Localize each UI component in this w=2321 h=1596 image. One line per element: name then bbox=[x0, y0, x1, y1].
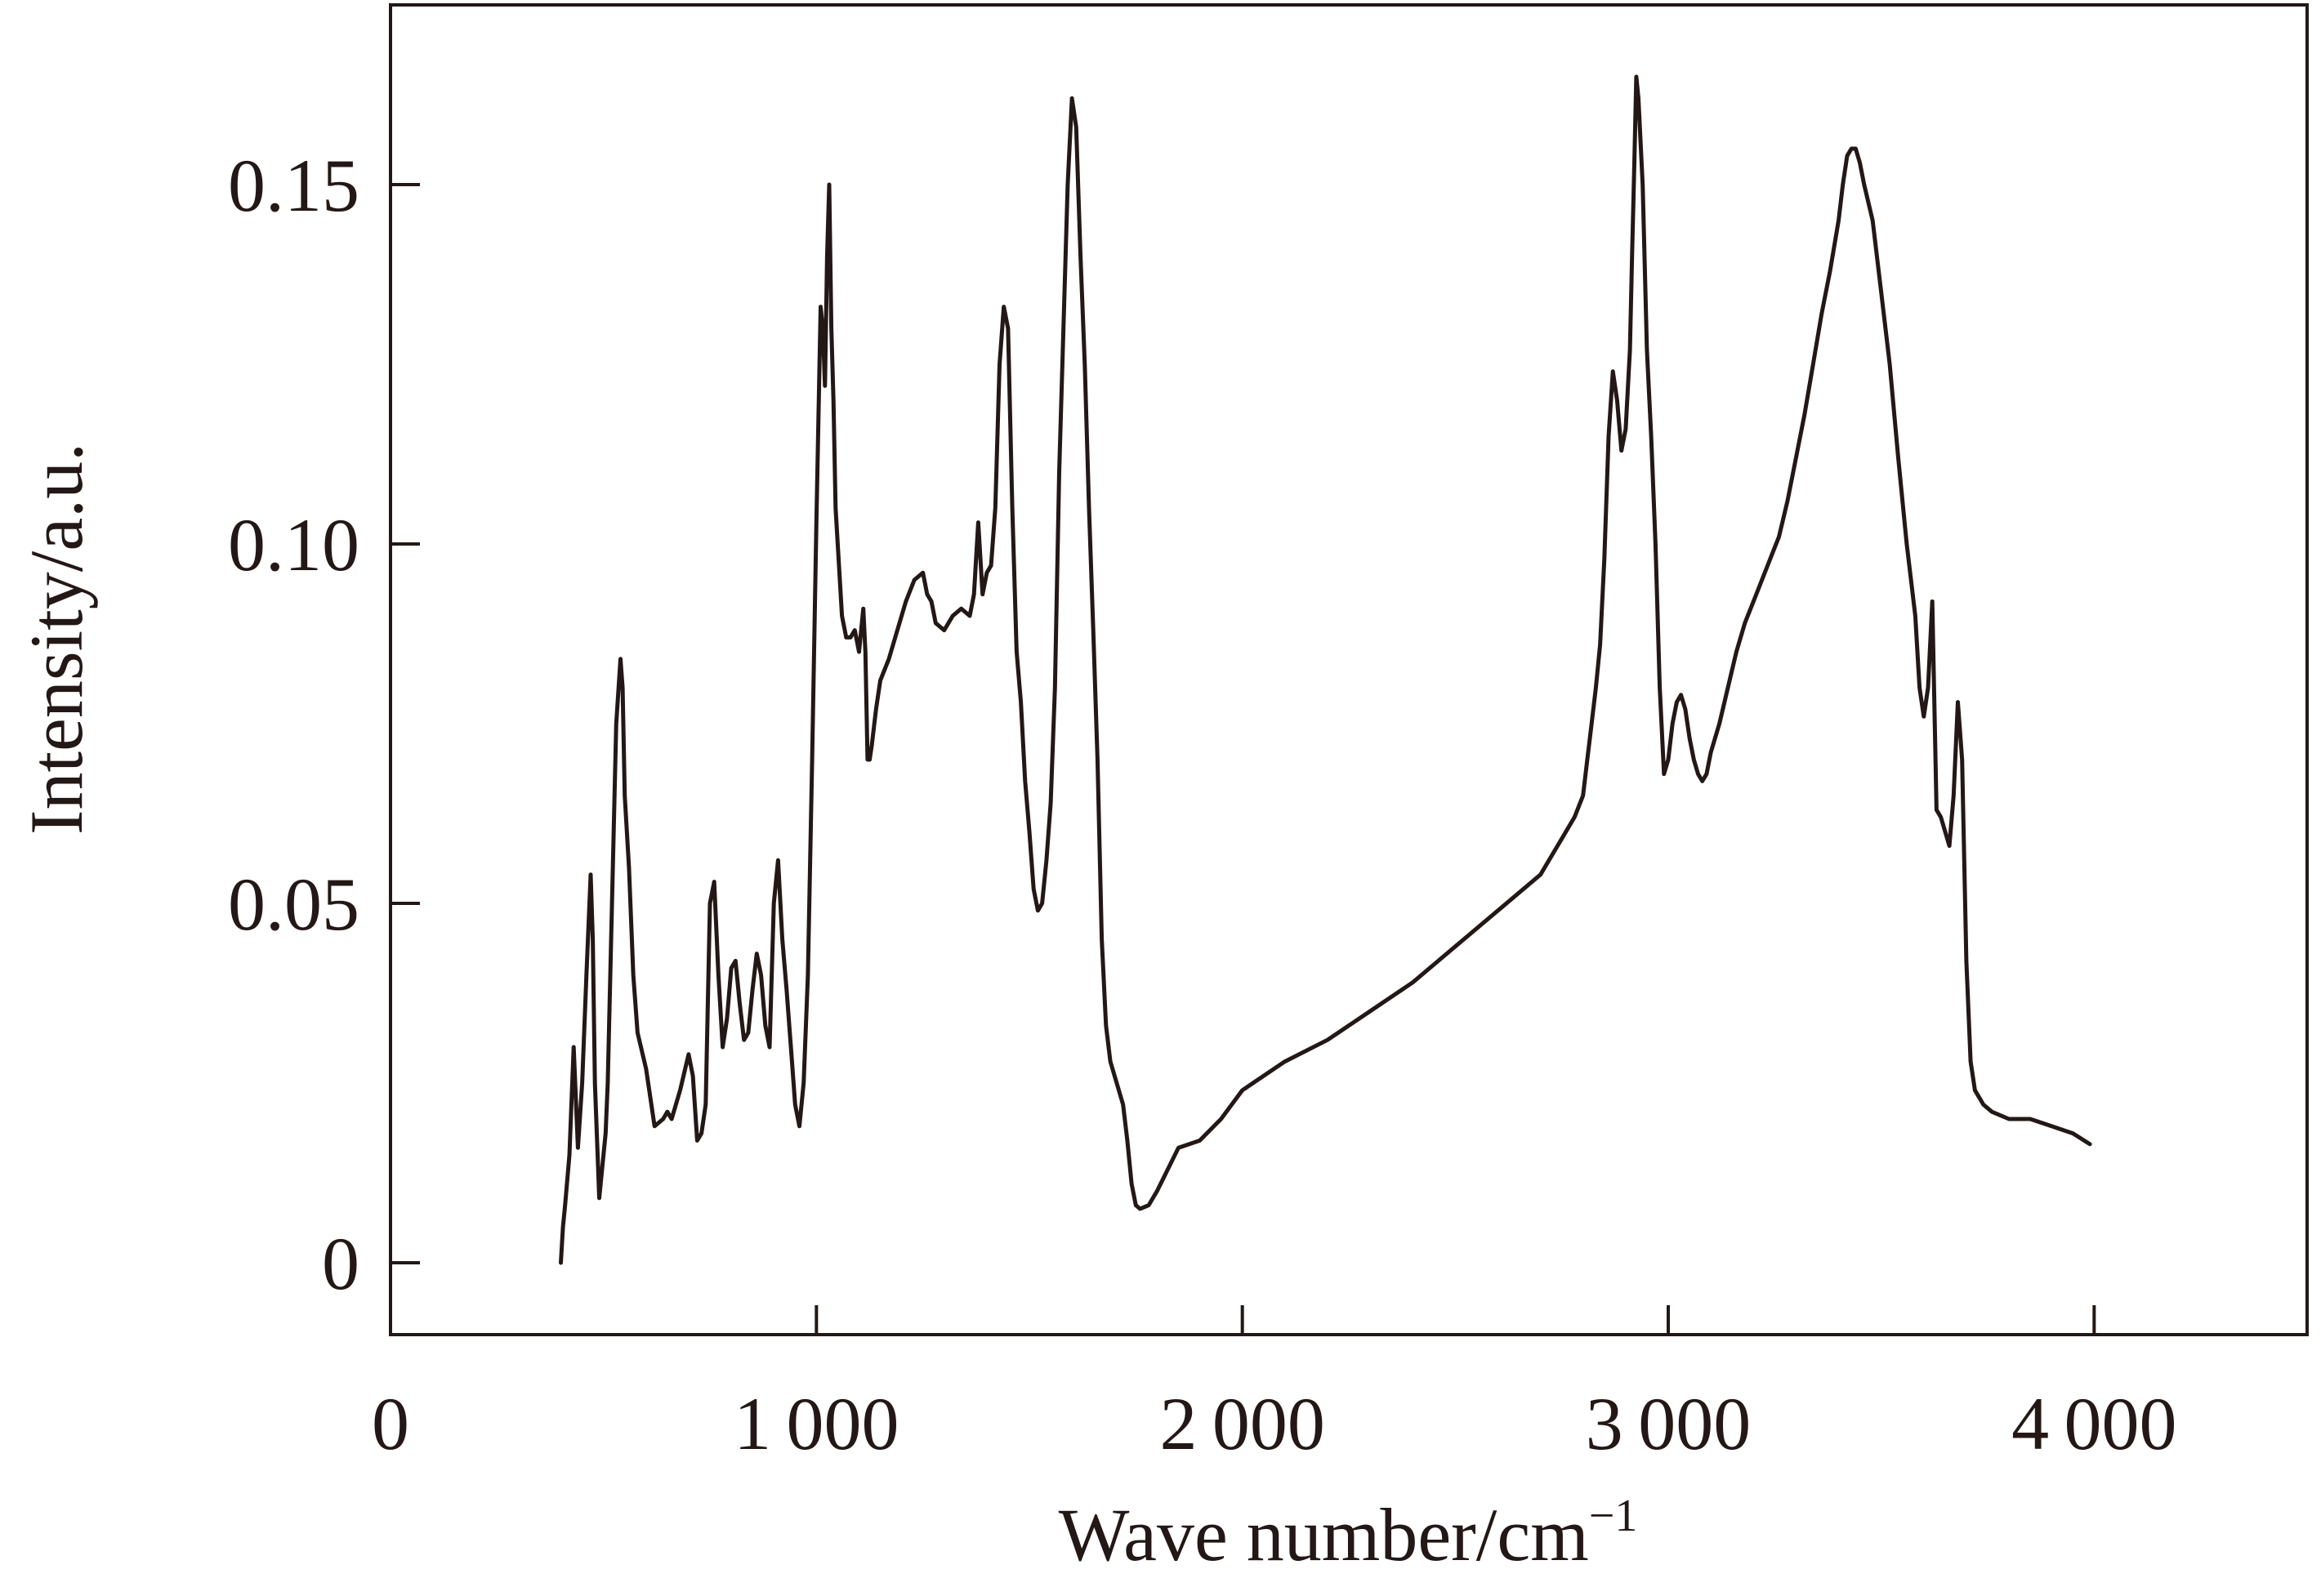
y-tick-label: 0.10 bbox=[228, 503, 359, 586]
x-axis-ticks: 0 1 000 2 000 3 000 4 000 bbox=[372, 1305, 2177, 1465]
x-tick-label: 1 000 bbox=[734, 1382, 899, 1465]
plot-frame bbox=[389, 3, 2309, 1336]
x-tick-label: 2 000 bbox=[1159, 1382, 1324, 1465]
x-axis-title: Wave number/cm−1 bbox=[1059, 1491, 1638, 1576]
y-axis-ticks: 0 0.05 0.10 0.15 bbox=[228, 144, 420, 1305]
y-tick-label: 0 bbox=[322, 1222, 359, 1305]
x-axis-title-superscript: −1 bbox=[1589, 1491, 1638, 1541]
y-tick-label: 0.15 bbox=[228, 144, 359, 227]
y-axis-title: Intensity/a.u. bbox=[15, 443, 98, 835]
spectrum-line bbox=[559, 74, 2092, 1265]
x-axis-title-text: Wave number/cm bbox=[1059, 1493, 1589, 1576]
x-tick-label: 0 bbox=[372, 1382, 409, 1465]
x-tick-label: 3 000 bbox=[1586, 1382, 1751, 1465]
y-tick-label: 0.05 bbox=[228, 863, 359, 946]
x-tick-label: 4 000 bbox=[2011, 1382, 2176, 1465]
